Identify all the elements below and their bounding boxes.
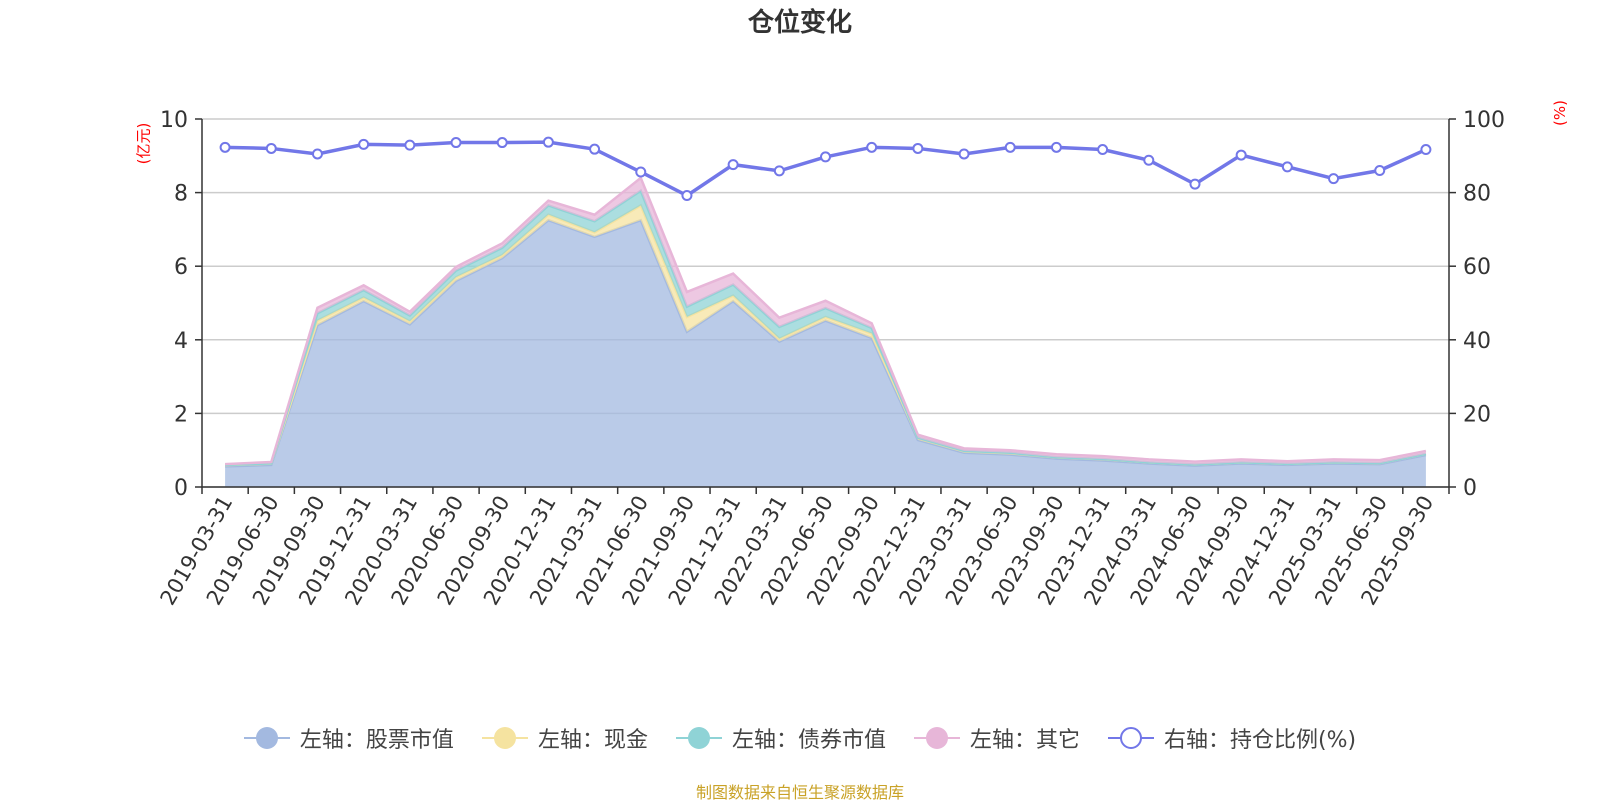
holding-ratio-line [225,140,1427,198]
legend-marker [481,727,528,749]
holding-ratio-point [542,136,554,148]
holding-ratio-point [1235,149,1247,161]
holding-ratio-point [773,165,785,177]
holding-ratio-point [635,166,647,178]
holding-ratio-point [589,143,601,155]
legend-item[interactable]: 左轴：股票市值 [243,722,454,754]
legend-label: 左轴：股票市值 [299,728,454,753]
holding-ratio-point [820,151,831,163]
left-tick-label: 10 [160,108,188,133]
right-tick-label: 80 [1463,182,1491,207]
chart-title: 仓位变化 [747,8,852,38]
holding-ratio-point [727,159,739,171]
right-tick-label: 60 [1463,255,1491,280]
left-tick-label: 4 [174,329,188,354]
holding-ratio-point [866,141,878,153]
legend-marker [1107,727,1154,749]
right-tick-label: 20 [1463,402,1491,427]
left-tick-label: 8 [174,182,188,207]
legend-item[interactable]: 左轴：现金 [481,722,648,754]
legend-item[interactable]: 右轴：持仓比例(%) [1107,722,1357,754]
holding-ratio-point [958,148,970,160]
holding-ratio-point [1328,173,1340,185]
right-tick-label: 0 [1463,476,1477,501]
left-tick-label: 6 [174,255,188,280]
right-tick-label: 100 [1463,108,1505,133]
data-source-footer: 制图数据来自恒生聚源数据库 [695,783,904,802]
holding-ratio-point [681,190,693,202]
chart-legend: 左轴：股票市值 左轴：现金 左轴：债券市值 左轴：其它 右轴：持仓比例(%) [0,722,1600,754]
holding-ratio-point [496,137,508,149]
legend-label: 左轴：现金 [537,728,648,753]
legend-marker [243,727,290,749]
legend-label: 左轴：债券市值 [731,728,886,753]
right-tick-label: 40 [1463,329,1491,354]
legend-item[interactable]: 左轴：其它 [913,722,1080,754]
holding-ratio-point [912,142,924,154]
holding-ratio-point [1281,161,1293,173]
legend-label: 左轴：其它 [969,728,1080,753]
holding-ratio-point [1050,141,1062,153]
holding-ratio-point [311,148,323,160]
holding-ratio-point [1097,144,1109,156]
legend-marker [913,727,960,749]
holding-ratio-point [219,141,231,153]
area-series-line-4 [225,175,1427,466]
legend-label: 右轴：持仓比例(%) [1163,728,1357,753]
legend-item[interactable]: 左轴：债券市值 [675,722,886,754]
holding-ratio-point [1004,141,1016,153]
holding-ratio-point [450,137,462,149]
holding-ratio-point [404,139,416,151]
holding-ratio-point [358,138,370,150]
holding-ratio-point [1374,165,1386,177]
left-tick-label: 0 [174,476,188,501]
holding-ratio-point [1420,144,1432,156]
left-tick-label: 2 [174,402,188,427]
holding-ratio-point [1189,178,1201,190]
holding-ratio-point [265,142,277,154]
legend-marker [675,727,722,749]
area-series-1 [225,220,1426,487]
holding-ratio-point [1143,154,1155,166]
